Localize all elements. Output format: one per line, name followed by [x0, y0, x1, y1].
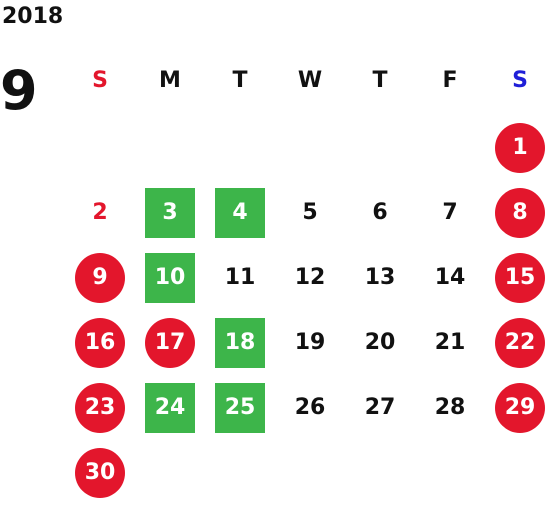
weekday-header-saturday: S [512, 67, 528, 93]
day-27[interactable]: 27 [364, 395, 396, 420]
day-9[interactable]: 9 [75, 252, 125, 303]
weekday-header-thursday: T [372, 67, 388, 93]
calendar-grid: S M T W T F S 1 2 3 4 5 6 7 8 9 10 11 12 13 14 15 16 17 18 19 20 21… [65, 45, 548, 505]
calendar-cell: 28 [415, 375, 485, 440]
calendar-cell: 5 [275, 180, 345, 245]
day-21[interactable]: 21 [434, 330, 466, 355]
calendar-cell: 25 [205, 375, 275, 440]
day-29[interactable]: 29 [495, 382, 545, 433]
day-20[interactable]: 20 [364, 330, 396, 355]
day-8[interactable]: 8 [495, 187, 545, 238]
day-7[interactable]: 7 [442, 200, 458, 225]
day-2[interactable]: 2 [92, 200, 108, 225]
day-25[interactable]: 25 [215, 382, 265, 433]
empty-cell [345, 440, 415, 505]
day-14[interactable]: 14 [434, 265, 466, 290]
day-16[interactable]: 16 [75, 317, 125, 368]
calendar-cell: 17 [135, 310, 205, 375]
day-12[interactable]: 12 [294, 265, 326, 290]
weekday-header-monday: M [159, 67, 181, 93]
calendar-cell: 20 [345, 310, 415, 375]
empty-cell [205, 440, 275, 505]
empty-cell [135, 440, 205, 505]
calendar-cell: 14 [415, 245, 485, 310]
calendar-cell: 10 [135, 245, 205, 310]
calendar-cell: 16 [65, 310, 135, 375]
day-17[interactable]: 17 [145, 317, 195, 368]
empty-cell [415, 115, 485, 180]
day-3[interactable]: 3 [145, 187, 195, 238]
day-4[interactable]: 4 [215, 187, 265, 238]
calendar-cell: 7 [415, 180, 485, 245]
empty-cell [135, 115, 205, 180]
empty-cell [275, 440, 345, 505]
empty-cell [275, 115, 345, 180]
day-24[interactable]: 24 [145, 382, 195, 433]
weekday-header-wednesday: W [297, 67, 323, 93]
day-15[interactable]: 15 [495, 252, 545, 303]
day-30[interactable]: 30 [75, 447, 125, 498]
calendar-cell: 21 [415, 310, 485, 375]
empty-cell [65, 115, 135, 180]
day-23[interactable]: 23 [75, 382, 125, 433]
year-label: 2018 [2, 4, 64, 29]
weekday-header-tuesday: T [232, 67, 248, 93]
calendar-cell: 15 [485, 245, 548, 310]
calendar-cell: 6 [345, 180, 415, 245]
calendar-cell: 9 [65, 245, 135, 310]
calendar-cell: 24 [135, 375, 205, 440]
day-10[interactable]: 10 [145, 252, 195, 303]
day-26[interactable]: 26 [294, 395, 326, 420]
day-22[interactable]: 22 [495, 317, 545, 368]
calendar-cell: 4 [205, 180, 275, 245]
day-19[interactable]: 19 [294, 330, 326, 355]
calendar-cell: 3 [135, 180, 205, 245]
calendar-cell: 11 [205, 245, 275, 310]
calendar-cell: 26 [275, 375, 345, 440]
calendar-cell: 23 [65, 375, 135, 440]
calendar-cell: 22 [485, 310, 548, 375]
calendar-cell: 2 [65, 180, 135, 245]
calendar-cell: 1 [485, 115, 548, 180]
day-13[interactable]: 13 [364, 265, 396, 290]
day-1[interactable]: 1 [495, 122, 545, 173]
empty-cell [345, 115, 415, 180]
calendar-cell: 30 [65, 440, 135, 505]
calendar-cell: 27 [345, 375, 415, 440]
calendar-cell: 29 [485, 375, 548, 440]
month-label: 9 [0, 59, 38, 122]
calendar-cell: 19 [275, 310, 345, 375]
day-11[interactable]: 11 [224, 265, 256, 290]
day-18[interactable]: 18 [215, 317, 265, 368]
empty-cell [485, 440, 548, 505]
calendar-cell: 12 [275, 245, 345, 310]
weekday-header-friday: F [442, 67, 458, 93]
empty-cell [205, 115, 275, 180]
empty-cell [415, 440, 485, 505]
day-6[interactable]: 6 [372, 200, 388, 225]
day-5[interactable]: 5 [302, 200, 318, 225]
weekday-header-sunday: S [92, 67, 108, 93]
day-28[interactable]: 28 [434, 395, 466, 420]
calendar-cell: 18 [205, 310, 275, 375]
calendar-cell: 8 [485, 180, 548, 245]
calendar-cell: 13 [345, 245, 415, 310]
